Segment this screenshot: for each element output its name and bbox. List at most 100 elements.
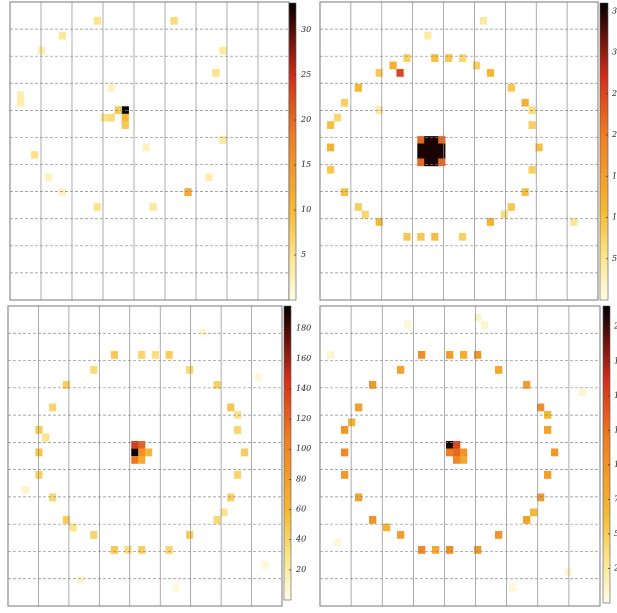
heat-cell bbox=[341, 426, 349, 434]
heat-cell bbox=[460, 448, 468, 457]
heat-cell bbox=[530, 508, 538, 517]
heat-cell bbox=[184, 188, 192, 196]
colorbar-tick-label: 20 bbox=[611, 130, 617, 139]
heat-cell bbox=[355, 493, 363, 502]
colorbar-tick-label: 35 bbox=[612, 6, 617, 15]
heat-cell bbox=[417, 151, 425, 159]
colorbar-tick-label: 25 bbox=[611, 89, 617, 98]
colorbar-tick-label: 100 bbox=[296, 444, 311, 453]
heat-cell bbox=[37, 46, 46, 55]
plot-frame bbox=[319, 1, 599, 301]
heat-cell bbox=[445, 54, 453, 62]
heat-cell bbox=[432, 546, 440, 554]
heat-cell bbox=[165, 546, 173, 554]
heat-cell bbox=[579, 388, 587, 397]
heat-cell bbox=[418, 351, 426, 359]
heat-cell bbox=[341, 448, 349, 457]
heat-cell bbox=[535, 143, 543, 152]
heat-cell bbox=[474, 351, 482, 359]
heat-cell bbox=[544, 426, 552, 434]
heat-cell bbox=[396, 69, 404, 77]
heat-cell bbox=[131, 456, 139, 464]
heat-cell bbox=[446, 448, 454, 457]
heat-cell bbox=[35, 448, 43, 457]
heat-cell bbox=[431, 54, 439, 62]
heat-cell bbox=[165, 351, 173, 359]
heat-cell bbox=[149, 203, 157, 211]
heat-cell bbox=[424, 136, 432, 144]
heat-cell bbox=[234, 411, 242, 419]
colorbar-tick-label: 15 bbox=[612, 171, 617, 180]
colorbar-tick-label: 5 bbox=[301, 250, 306, 259]
heat-cell bbox=[438, 158, 446, 167]
heat-cell bbox=[523, 516, 531, 524]
heat-cell bbox=[446, 351, 454, 359]
heat-cell bbox=[354, 203, 362, 211]
heat-cell bbox=[528, 121, 536, 129]
heat-cell bbox=[417, 136, 425, 144]
heat-cell bbox=[446, 441, 454, 449]
heat-cell bbox=[212, 69, 220, 77]
heat-cell bbox=[172, 583, 180, 592]
colorbar-tick-label: 60 bbox=[296, 505, 306, 514]
heat-cell bbox=[110, 546, 118, 554]
heat-cell bbox=[472, 61, 481, 70]
heat-cell bbox=[30, 151, 39, 159]
heat-cell bbox=[333, 113, 342, 122]
heat-cell bbox=[474, 546, 482, 554]
heat-cell bbox=[383, 523, 391, 532]
colorbar-tick-label: 20 bbox=[300, 115, 311, 124]
colorbar-tick-label: 175 bbox=[614, 356, 617, 365]
heat-cell bbox=[16, 91, 25, 100]
heat-cell bbox=[93, 16, 101, 25]
heat-cell bbox=[213, 381, 221, 389]
heat-cell bbox=[142, 143, 150, 152]
heat-cell bbox=[474, 313, 482, 322]
heatmap-panel: 25 50 75 100 125 150 175 200 bbox=[319, 305, 617, 607]
heat-cell bbox=[570, 218, 578, 226]
plot-background bbox=[320, 2, 598, 300]
heat-cell bbox=[199, 328, 207, 337]
heat-cell bbox=[254, 373, 262, 382]
heat-cell bbox=[334, 538, 342, 547]
heat-cell bbox=[459, 54, 467, 62]
heat-cell bbox=[76, 576, 84, 584]
heat-cell bbox=[107, 113, 115, 122]
heat-cell bbox=[234, 471, 242, 479]
heat-cell bbox=[205, 173, 213, 182]
plot-frame bbox=[319, 305, 601, 607]
heat-cell bbox=[397, 531, 405, 539]
heat-cell bbox=[424, 143, 432, 152]
colorbar-tick-label: 30 bbox=[612, 48, 617, 57]
colorbar-tick-label: 180 bbox=[296, 324, 311, 333]
heat-cell bbox=[131, 448, 139, 457]
heat-cell bbox=[121, 113, 129, 122]
heat-cell bbox=[537, 493, 545, 502]
heat-cell bbox=[438, 143, 446, 152]
heat-cell bbox=[369, 516, 377, 524]
heat-cell bbox=[551, 448, 559, 457]
colorbar-tick-label: 5 bbox=[612, 254, 617, 263]
heat-cell bbox=[93, 203, 101, 211]
heat-cell bbox=[114, 106, 122, 115]
heat-cell bbox=[431, 232, 439, 241]
heat-cell bbox=[326, 121, 335, 129]
colorbar-tick-label: 25 bbox=[300, 70, 311, 79]
heat-cell bbox=[326, 143, 335, 152]
heat-cell bbox=[213, 516, 221, 524]
colorbar-tick-label: 25 bbox=[613, 563, 617, 572]
heat-cell bbox=[507, 83, 515, 92]
colorbar bbox=[602, 305, 611, 604]
heat-cell bbox=[131, 441, 139, 449]
heat-cell bbox=[403, 54, 411, 62]
heat-cell bbox=[62, 381, 70, 389]
heat-cell bbox=[417, 158, 425, 167]
heat-cell bbox=[355, 403, 363, 412]
heat-cell bbox=[403, 232, 411, 241]
heat-cell bbox=[145, 448, 153, 457]
heat-cell bbox=[62, 516, 70, 524]
heat-cell bbox=[544, 471, 552, 479]
heat-cell bbox=[509, 583, 517, 592]
heat-cell bbox=[35, 471, 43, 479]
heat-cell bbox=[341, 471, 349, 479]
